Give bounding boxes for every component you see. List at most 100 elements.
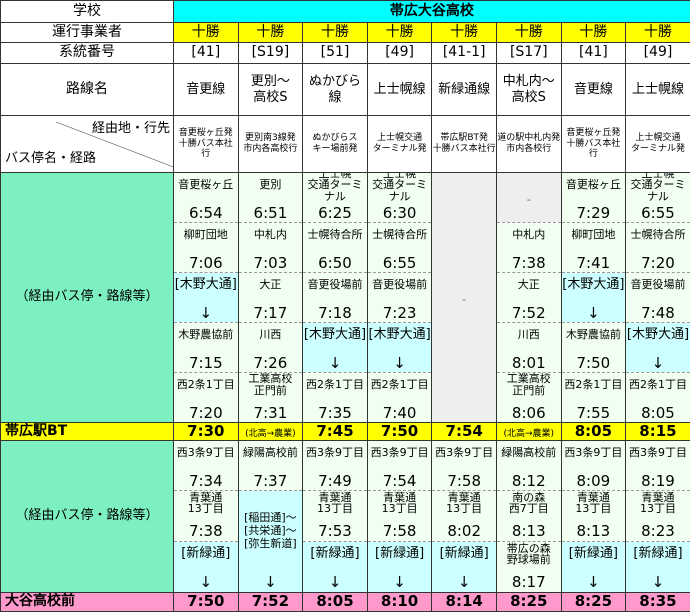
stop-name: 木野農協前 <box>174 323 238 347</box>
stop-time: ↓ <box>562 297 626 322</box>
stop-cell: [稲田通]～ [共栄通]～ [弥生新道]↓ <box>238 491 303 593</box>
route-number-label: 系統番号 <box>1 43 174 64</box>
stop-time: ↓ <box>174 297 238 322</box>
route-name-cell: 音更線 <box>174 64 239 116</box>
stop-name: 更別 <box>239 173 303 197</box>
stop-name: 士幌待合所 <box>303 223 367 247</box>
stop-time: 7:38 <box>174 515 238 540</box>
stop-name: 西3条9丁目 <box>368 441 432 465</box>
stop-name: 音更桜ヶ丘 <box>562 173 626 197</box>
stop-time: 7:37 <box>239 465 303 490</box>
route-name-cell: 新緑通線 <box>432 64 497 116</box>
stop-cell: [木野大通]↓ <box>367 323 432 373</box>
stop-time: 7:40 <box>368 397 432 422</box>
stop-name: [新緑通] <box>626 542 690 566</box>
stop-cell: [木野大通]↓ <box>626 323 690 373</box>
stop-name: 青葉通 13丁目 <box>626 491 690 515</box>
stop-time: 8:19 <box>626 465 690 490</box>
bt-label: 帯広駅BT <box>1 423 174 441</box>
stop-time: ↓ <box>368 347 432 372</box>
stop-time: 8:13 <box>497 515 561 540</box>
route-name-cell: ぬかびら 線 <box>303 64 368 116</box>
stop-time: 8:17 <box>497 566 561 591</box>
stop-time: 8:05 <box>626 397 690 422</box>
operator-cell: 十勝 <box>367 23 432 43</box>
route-name-label: 路線名 <box>1 64 174 116</box>
stop-time: 7:49 <box>303 465 367 490</box>
via-stops-label: （経由バス停・路線等） <box>1 441 174 593</box>
stop-time: 8:09 <box>562 465 626 490</box>
arrive-time-cell: 8:14 <box>432 592 497 611</box>
stop-time: 7:38 <box>497 247 561 272</box>
stop-name: 青葉通 13丁目 <box>562 491 626 515</box>
stop-cell: [木野大通]↓ <box>303 323 368 373</box>
stop-time: 8:12 <box>497 465 561 490</box>
stop-name: [新緑通] <box>562 542 626 566</box>
route-number-cell: [S19] <box>238 43 303 64</box>
stop-time: 7:41 <box>562 247 626 272</box>
stop-cell: [木野大通]↓ <box>174 273 239 323</box>
stop-time: 7:03 <box>239 247 303 272</box>
via-destination-cell: 音更桜ヶ丘発 十勝バス本社 行 <box>174 116 239 173</box>
stop-time: ↓ <box>368 566 432 591</box>
stop-name: 西2条1丁目 <box>368 373 432 397</box>
stop-time: ↓ <box>626 347 690 372</box>
arrive-time-cell: 8:25 <box>561 592 626 611</box>
stop-route-label: バス停名・経路 <box>5 152 96 166</box>
bt-time: (北高→農業) <box>503 429 554 439</box>
via-stops-label: （経由バス停・路線等） <box>1 173 174 423</box>
stop-name: 西3条9丁目 <box>562 441 626 465</box>
via-roads: [稲田通]～ [共栄通]～ [弥生新道] <box>239 511 303 551</box>
stop-name: 士幌待合所 <box>368 223 432 247</box>
bt-time: 8:15 <box>639 423 676 441</box>
operator-cell: 十勝 <box>238 23 303 43</box>
stop-name: 青葉通 13丁目 <box>432 491 496 515</box>
stop-name: 工業高校 正門前 <box>497 373 561 397</box>
stop-cell: - <box>496 173 561 223</box>
via-destination-cell: 更別南3線発 市内各高校行 <box>238 116 303 173</box>
stop-name: 西2条1丁目 <box>626 373 690 397</box>
stop-name: 西3条9丁目 <box>432 441 496 465</box>
stop-name: 柳町団地 <box>174 223 238 247</box>
stop-cell: [新緑通]↓ <box>174 541 239 592</box>
route-name-cell: 中札内～ 高校S <box>496 64 561 116</box>
bt-time: (北高→農業) <box>245 429 296 439</box>
stop-name: 帯広の森 野球場前 <box>497 542 561 566</box>
via-destination-cell: 上士幌交通 ターミナル発 <box>367 116 432 173</box>
stop-cell: [新緑通]↓ <box>626 541 690 592</box>
stop-time: 8:01 <box>497 347 561 372</box>
stop-name: 上士幌 交通ターミナル <box>626 173 690 197</box>
stop-time: 7:34 <box>174 465 238 490</box>
stop-name: 緑陽高校前 <box>497 441 561 465</box>
route-number-cell: [51] <box>303 43 368 64</box>
operator-cell: 十勝 <box>496 23 561 43</box>
bt-time: 7:45 <box>316 423 353 441</box>
arrow-down-icon: ↓ <box>239 551 303 592</box>
stop-name: 西3条9丁目 <box>303 441 367 465</box>
stop-name: 木野農協前 <box>562 323 626 347</box>
stop-time: 7:23 <box>368 297 432 322</box>
stop-name: 青葉通 13丁目 <box>368 491 432 515</box>
stop-name: 士幌待合所 <box>626 223 690 247</box>
school-name: 帯広大谷高校 <box>174 1 690 23</box>
route-number-cell: [41] <box>174 43 239 64</box>
stop-time: 6:50 <box>303 247 367 272</box>
stop-time: ↓ <box>303 566 367 591</box>
